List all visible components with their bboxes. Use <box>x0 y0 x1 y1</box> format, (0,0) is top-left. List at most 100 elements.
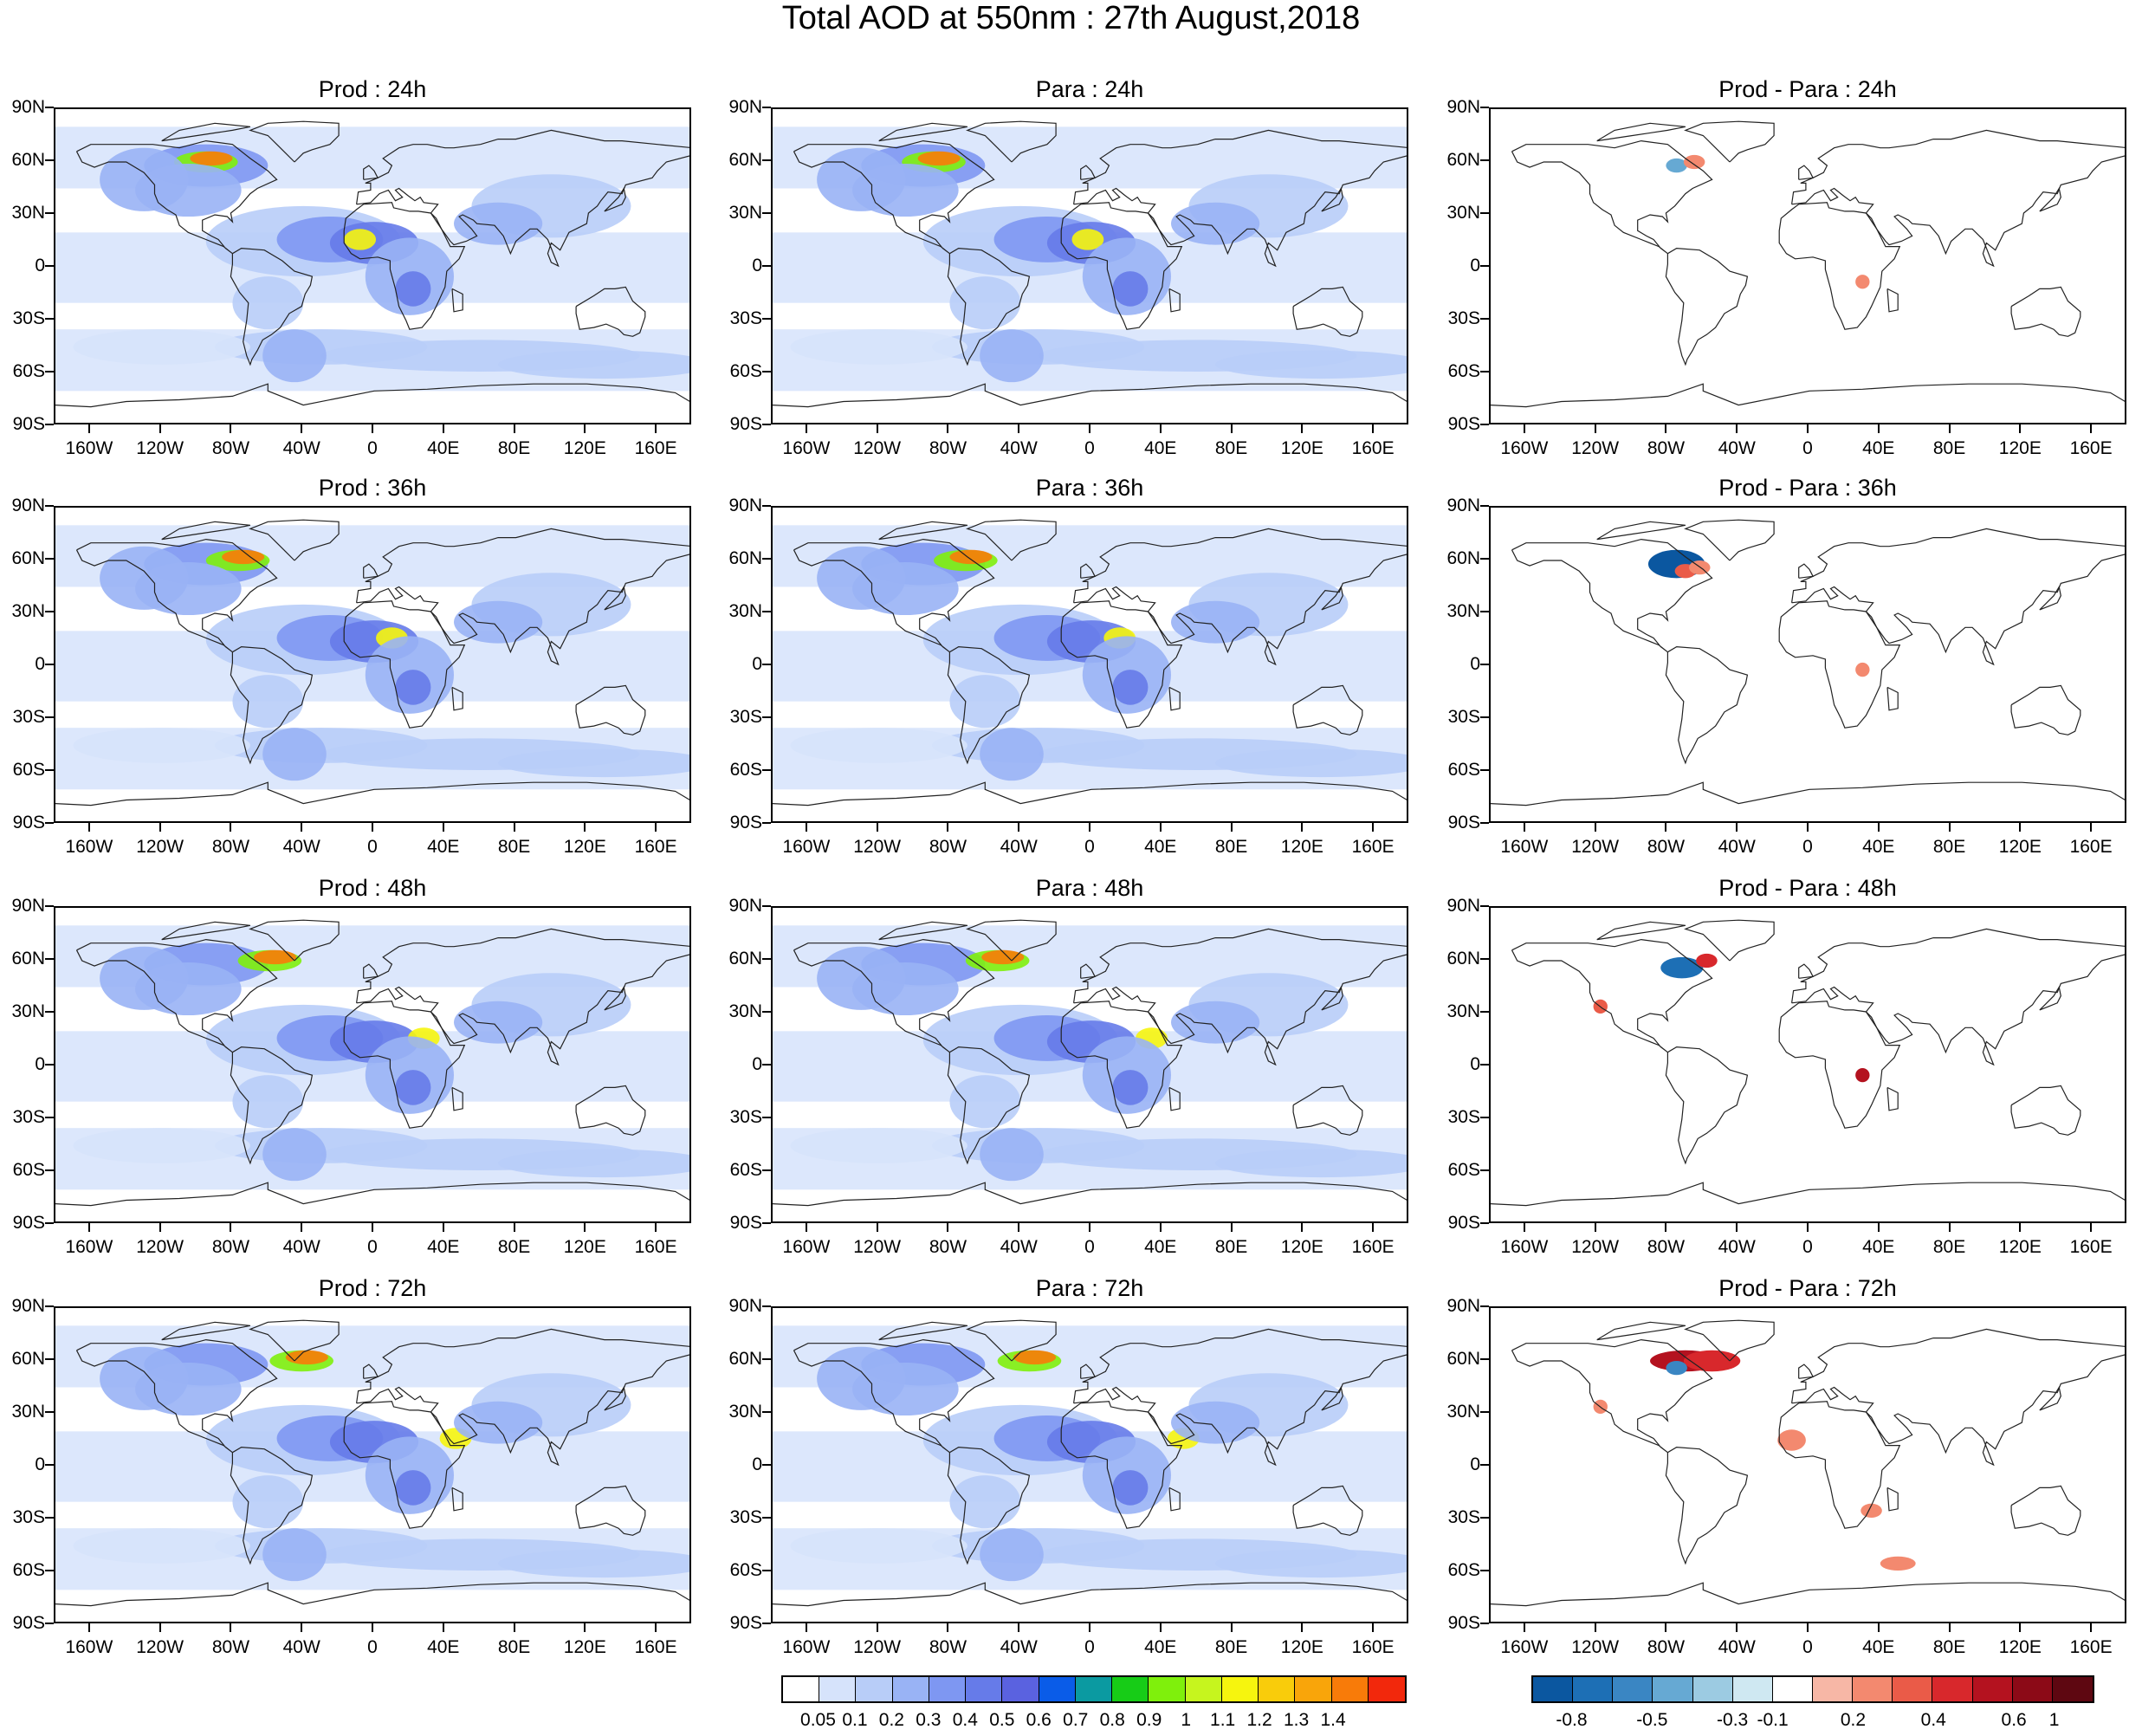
longitude-label: 40W <box>282 438 320 458</box>
longitude-label: 120W <box>853 837 902 857</box>
latitude-label: 90S <box>729 813 762 832</box>
longitude-tick <box>1372 1623 1375 1632</box>
aod-plume <box>498 1149 689 1178</box>
latitude-label: 60S <box>12 1160 45 1180</box>
aod-plume <box>1112 1470 1149 1506</box>
longitude-label: 120W <box>136 1637 184 1657</box>
coastline <box>356 928 689 1066</box>
coastline <box>1596 521 1686 541</box>
longitude-label: 160E <box>634 1637 677 1657</box>
longitude-label: 160E <box>2069 438 2113 458</box>
latitude-label: 30S <box>729 707 762 727</box>
latitude-label: 30S <box>729 1107 762 1127</box>
latitude-label: 90N <box>11 1296 45 1316</box>
diff-anomaly <box>1860 1503 1882 1518</box>
longitude-tick <box>1948 1623 1951 1632</box>
latitude-label: 0 <box>752 256 762 275</box>
longitude-tick <box>1807 1623 1809 1632</box>
longitude-label: 40E <box>1862 837 1895 857</box>
coastline <box>1060 1001 1183 1129</box>
longitude-label: 160E <box>1351 837 1395 857</box>
aod-plume <box>949 1475 1021 1529</box>
aod-plume <box>454 1001 543 1044</box>
latitude-tick <box>45 1623 54 1624</box>
colorbar-label: 0.4 <box>952 1710 978 1730</box>
latitude-tick <box>762 265 771 267</box>
map-svg <box>55 109 689 423</box>
latitude-tick <box>45 1222 54 1224</box>
longitude-tick <box>876 823 878 832</box>
colorbar-label: -0.5 <box>1636 1710 1668 1730</box>
aod-plume <box>790 1128 967 1163</box>
latitude-tick <box>762 558 771 560</box>
longitude-tick <box>1159 823 1162 832</box>
longitude-label: 40W <box>1000 438 1038 458</box>
longitude-label: 120W <box>1571 837 1620 857</box>
latitude-label: 90N <box>1446 97 1480 117</box>
coastline <box>363 963 379 979</box>
coastline <box>2039 186 2061 212</box>
panel-title: Para : 48h <box>1035 875 1144 901</box>
coastline <box>575 1085 646 1136</box>
latitude-label: 60N <box>11 949 45 968</box>
latitude-tick <box>1480 371 1489 372</box>
aod-plume <box>73 728 250 763</box>
longitude-tick <box>230 424 232 433</box>
latitude-tick <box>1480 1305 1489 1307</box>
latitude-label: 0 <box>35 1054 45 1074</box>
colorbar-label: -0.1 <box>1757 1710 1789 1730</box>
longitude-label: 0 <box>1084 1237 1095 1257</box>
coastline <box>1798 563 1815 579</box>
coastline <box>1060 202 1183 330</box>
latitude-label: 60N <box>11 1349 45 1369</box>
longitude-tick <box>1089 1623 1090 1632</box>
longitude-tick <box>2090 424 2093 433</box>
coastline <box>2010 684 2081 735</box>
colorbar-swatch <box>1772 1677 1813 1701</box>
longitude-label: 160W <box>65 1237 113 1257</box>
colorbar-swatch <box>892 1677 929 1701</box>
coastline <box>1073 928 1407 1066</box>
longitude-tick <box>513 823 515 832</box>
latitude-tick <box>762 1011 771 1013</box>
aod-plume <box>498 1549 689 1578</box>
longitude-tick <box>584 424 586 433</box>
map-svg <box>55 908 689 1221</box>
coastline <box>356 528 689 666</box>
coastline <box>1665 247 1749 366</box>
colorbar-swatch <box>1221 1677 1259 1701</box>
latitude-tick <box>45 265 54 267</box>
coastline <box>343 1401 466 1529</box>
coastline <box>161 921 251 941</box>
latitude-label: 60S <box>729 760 762 780</box>
coastline <box>1596 1321 1686 1341</box>
longitude-tick <box>159 1623 161 1632</box>
diff-anomaly <box>1855 275 1870 289</box>
latitude-label: 90N <box>11 896 45 916</box>
latitude-tick <box>1480 611 1489 612</box>
longitude-tick <box>584 1623 586 1632</box>
longitude-tick <box>2019 1623 2022 1632</box>
coastline <box>2039 585 2061 611</box>
longitude-tick <box>230 1623 232 1632</box>
longitude-label: 160E <box>2069 1237 2113 1257</box>
aod-plume <box>1112 1070 1149 1105</box>
longitude-tick <box>805 823 807 832</box>
latitude-tick <box>1480 822 1489 824</box>
latitude-label: 60N <box>1446 1349 1480 1369</box>
longitude-label: 40E <box>1144 837 1177 857</box>
longitude-tick <box>230 823 232 832</box>
colorbar-swatch <box>1932 1677 1973 1701</box>
colorbar-swatch <box>1259 1677 1296 1701</box>
latitude-label: 90S <box>1447 414 1480 434</box>
latitude-label: 90S <box>12 414 45 434</box>
longitude-tick <box>655 424 657 433</box>
longitude-label: 120W <box>1571 1637 1620 1657</box>
map-area <box>771 906 1408 1223</box>
longitude-tick <box>301 1223 303 1232</box>
latitude-tick <box>762 424 771 425</box>
latitude-tick <box>45 371 54 372</box>
latitude-tick <box>762 1169 771 1171</box>
latitude-tick <box>1480 424 1489 425</box>
longitude-label: 40W <box>1000 1237 1038 1257</box>
